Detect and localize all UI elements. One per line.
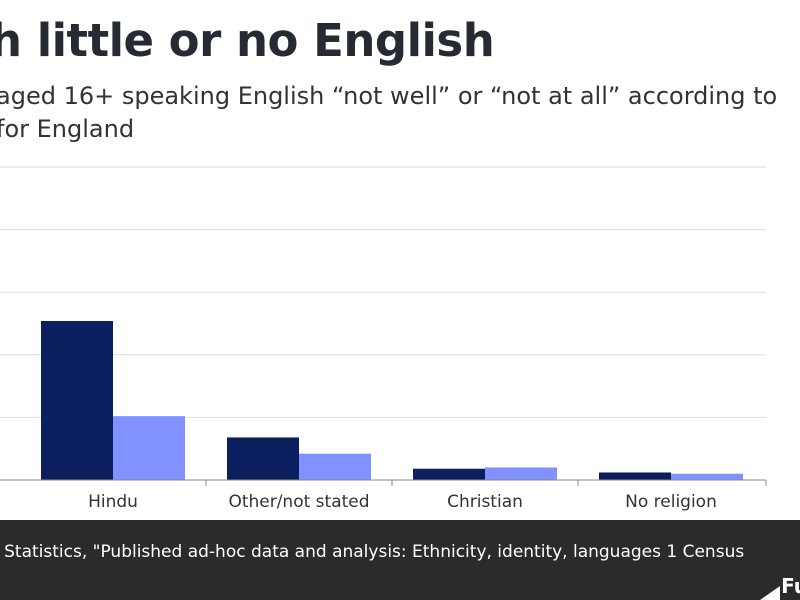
footer: l Statistics, "Published ad-hoc data and… [0, 520, 800, 600]
category-label-0: Hindu [88, 492, 138, 512]
category-label-2: Christian [447, 492, 523, 512]
bar-other-not-stated-s2 [299, 453, 371, 480]
category-label-1: Other/not stated [228, 492, 369, 512]
bars [41, 320, 743, 480]
logo-mark [760, 586, 780, 600]
bar-no-religion-s2 [671, 473, 743, 480]
bar-christian-s1 [413, 468, 485, 480]
chart-title: h little or no English [0, 14, 495, 67]
source-note: l Statistics, "Published ad-hoc data and… [0, 542, 745, 562]
bar-no-religion-s1 [599, 472, 671, 480]
category-labels: Hindu Other/not stated Christian No religio… [88, 480, 767, 512]
bar-other-not-stated-s1 [227, 437, 299, 480]
bar-chart: Hindu Other/not stated Christian No religio… [0, 166, 767, 512]
logo-text: Fu [781, 574, 800, 598]
category-label-3: No religion [625, 492, 717, 512]
chart-subtitle: aged 16+ speaking English “not well” or … [0, 82, 778, 143]
bar-hindu-s1 [41, 320, 113, 480]
gridlines [0, 166, 766, 418]
bar-christian-s2 [485, 467, 557, 480]
bar-hindu-s2 [113, 416, 185, 480]
